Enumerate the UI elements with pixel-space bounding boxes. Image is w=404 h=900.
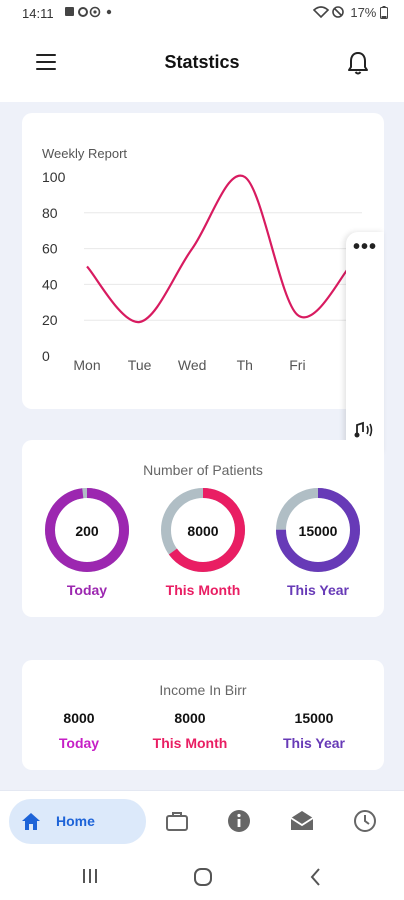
briefcase-icon[interactable] <box>163 807 191 835</box>
patients-year-label: This Year <box>286 582 349 598</box>
notification-icons <box>64 5 118 22</box>
bottom-nav: Home <box>0 790 404 851</box>
income-today-label: Today <box>58 735 100 751</box>
do-not-disturb-icon <box>331 6 344 18</box>
y-tick-label: 0 <box>42 348 50 364</box>
y-tick-label: 100 <box>42 169 66 185</box>
wifi-icon <box>312 6 329 19</box>
status-right-icons <box>312 6 344 19</box>
floating-side-panel[interactable]: ••• <box>346 232 384 452</box>
dot-icon <box>106 9 112 15</box>
back-icon[interactable] <box>309 867 323 887</box>
patients-title: Number of Patients <box>143 462 263 478</box>
income-month-value: 8000 <box>174 710 206 726</box>
image-icon <box>65 7 74 16</box>
menu-icon <box>36 54 56 57</box>
system-nav <box>0 850 404 900</box>
y-tick-label: 20 <box>42 312 58 328</box>
sound-icon[interactable] <box>346 420 384 445</box>
chart-title: Weekly Report <box>42 146 127 161</box>
patients-today-value: 200 <box>75 523 99 539</box>
progress-ring <box>276 488 360 572</box>
status-time: 14:11 <box>22 6 54 21</box>
income-month-label: This Month <box>152 735 228 751</box>
patients-year-value: 15000 <box>298 523 338 539</box>
patients-month-label: This Month <box>165 582 241 598</box>
y-tick-label: 40 <box>42 276 58 292</box>
status-right: 17% <box>312 5 388 20</box>
home-icon <box>22 813 40 830</box>
progress-ring <box>45 488 129 572</box>
gear-icon <box>78 7 88 17</box>
income-card: Income In Birr 8000 Today 8000 This Mont… <box>22 660 384 770</box>
x-tick-label: Wed <box>178 357 207 373</box>
battery-icon <box>380 6 388 19</box>
clock-icon[interactable] <box>351 807 379 835</box>
y-tick-label: 60 <box>42 241 58 257</box>
series-line <box>86 174 351 324</box>
home-circle-icon[interactable] <box>193 867 213 887</box>
mail-open-icon[interactable] <box>288 807 316 835</box>
bell-icon[interactable] <box>346 50 370 76</box>
income-today-value: 8000 <box>63 710 95 726</box>
menu-button[interactable] <box>36 54 58 72</box>
status-bar: 14:11 17% <box>0 0 404 28</box>
patients-card: Number of Patients 200 Today 8000 This M… <box>22 440 384 617</box>
weekly-report-card: Weekly Report 100 80 60 40 20 0 Mon Tue Wed Th Fr… <box>22 113 384 409</box>
patients-month-value: 8000 <box>187 523 219 539</box>
recent-apps-icon[interactable] <box>81 868 99 884</box>
app-bar: Statstics <box>0 28 404 102</box>
at-icon <box>89 6 101 18</box>
more-horizontal-icon[interactable]: ••• <box>352 236 377 258</box>
income-title: Income In Birr <box>159 682 247 698</box>
income-year-value: 15000 <box>294 710 334 726</box>
x-tick-label: Fri <box>289 357 305 373</box>
x-tick-label: Mon <box>73 357 100 373</box>
progress-ring <box>161 488 245 572</box>
x-tick-label: Th <box>237 357 253 373</box>
income-year-label: This Year <box>282 735 345 751</box>
battery-percent: 17% <box>350 5 377 20</box>
y-tick-label: 80 <box>42 205 58 221</box>
x-tick-label: Tue <box>128 357 152 373</box>
notification-icon-row <box>65 6 112 18</box>
weekly-report-chart: Weekly Report 100 80 60 40 20 0 Mon Tue Wed Th Fr… <box>42 146 362 373</box>
patients-today-label: Today <box>66 582 108 598</box>
nav-home-label: Home <box>56 813 95 829</box>
info-icon[interactable] <box>225 807 253 835</box>
page-title: Statstics <box>164 52 240 72</box>
nav-home[interactable]: Home <box>9 799 146 844</box>
